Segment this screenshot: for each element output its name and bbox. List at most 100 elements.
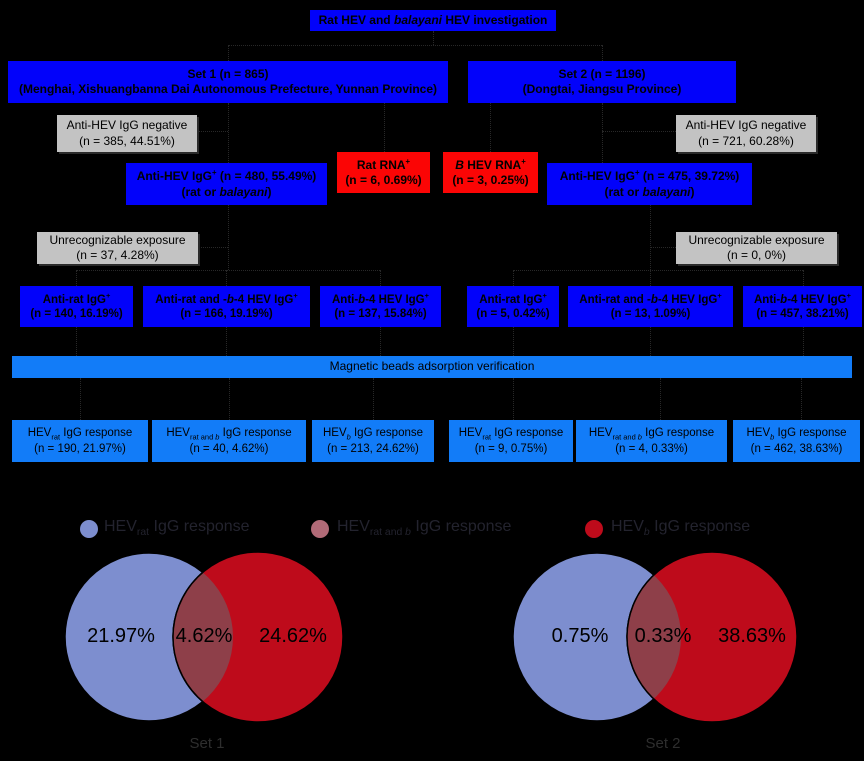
rat-rna-line2: (n = 6, 0.69%) xyxy=(345,173,422,187)
connector-line xyxy=(373,378,374,420)
connector-line xyxy=(380,327,381,356)
serotype-line1: Anti-rat IgG+ xyxy=(479,290,547,306)
venn2-left-pct: 0.75% xyxy=(551,625,609,647)
serotype-line1: Anti-rat and -b-4 HEV IgG+ xyxy=(155,290,298,306)
connector-line xyxy=(80,378,81,420)
serotype-box: Anti-rat IgG+ (n = 5, 0.42%) xyxy=(467,286,559,327)
serotype-line2: (n = 13, 1.09%) xyxy=(610,308,691,321)
connector-line xyxy=(650,327,651,356)
igg-positive-right-line2: (rat or balayani) xyxy=(604,184,695,199)
response-line2: (n = 4, 0.33%) xyxy=(615,442,688,455)
connector-line xyxy=(228,205,229,270)
figure-title: Rat HEV and balayani HEV investigation xyxy=(318,12,548,27)
response-box: HEVrat IgG response (n = 9, 0.75%) xyxy=(449,420,573,462)
igg-positive-right-line1: Anti-HEV IgG+ (n = 475, 39.72%) xyxy=(559,168,740,184)
connector-line xyxy=(602,103,603,163)
rat-rna-box: Rat RNA+ (n = 6, 0.69%) xyxy=(337,152,430,193)
response-box: HEVrat IgG response (n = 190, 21.97%) xyxy=(12,420,148,462)
venn1-overlap xyxy=(172,553,233,721)
venn1-caption: Set 1 xyxy=(189,735,225,752)
serotype-box: Anti-b-4 HEV IgG+ (n = 457, 38.21%) xyxy=(743,286,862,327)
connector-line xyxy=(650,270,651,286)
connector-line xyxy=(803,270,804,286)
set2-box: Set 2 (n = 1196) (Dongtai, Jiangsu Provi… xyxy=(468,61,736,103)
response-box: HEVb IgG response (n = 462, 38.63%) xyxy=(733,420,860,462)
response-line1: HEVrat and b IgG response xyxy=(588,426,715,442)
connector-line xyxy=(384,103,385,152)
legend-label-rat-and-b: HEVrat and b IgG response xyxy=(337,518,512,539)
serotype-line2: (n = 137, 15.84%) xyxy=(334,308,427,321)
response-box: HEVrat and b IgG response (n = 40, 4.62%… xyxy=(152,420,306,462)
venn1-right-pct: 24.62% xyxy=(259,625,327,647)
response-box: HEVrat and b IgG response (n = 4, 0.33%) xyxy=(576,420,727,462)
connector-line xyxy=(602,45,603,61)
igg-positive-left-box: Anti-HEV IgG+ (n = 480, 55.49%) (rat or … xyxy=(126,163,327,205)
response-line2: (n = 40, 4.62%) xyxy=(189,442,269,455)
connector-line xyxy=(198,247,228,248)
b-hev-rna-line1: B HEV RNA+ xyxy=(455,156,526,172)
serotype-line2: (n = 166, 19.19%) xyxy=(180,308,273,321)
venn-legend: HEVrat IgG response HEVrat and b IgG res… xyxy=(0,511,864,543)
set1-line1: Set 1 (n = 865) xyxy=(187,66,269,81)
serotype-box: Anti-b-4 HEV IgG+ (n = 137, 15.84%) xyxy=(320,286,441,327)
igg-positive-left-line2: (rat or balayani) xyxy=(181,184,272,199)
venn2-overlap-pct: 0.33% xyxy=(634,625,692,647)
b-hev-rna-line2: (n = 3, 0.25%) xyxy=(452,173,529,187)
connector-line xyxy=(660,378,661,420)
serotype-line2: (n = 5, 0.42%) xyxy=(476,308,550,321)
unrecognizable-right-line1: Unrecognizable exposure xyxy=(688,232,825,247)
legend-label-b: HEVb IgG response xyxy=(611,518,751,539)
connector-line xyxy=(228,45,602,46)
response-line1: HEVrat IgG response xyxy=(458,426,564,442)
serotype-line1: Anti-rat IgG+ xyxy=(42,290,111,306)
response-box: HEVb IgG response (n = 213, 24.62%) xyxy=(312,420,434,462)
legend-dot-rat-and-b-icon xyxy=(311,520,329,538)
connector-line xyxy=(490,103,491,152)
venn1-left-pct: 21.97% xyxy=(87,625,155,647)
serotype-line2: (n = 457, 38.21%) xyxy=(756,308,849,321)
connector-line xyxy=(602,131,676,132)
response-line2: (n = 190, 21.97%) xyxy=(34,442,126,455)
rat-rna-line1: Rat RNA+ xyxy=(356,156,411,172)
unrecognizable-right-line2: (n = 0, 0%) xyxy=(726,248,787,262)
igg-negative-left-line2: (n = 385, 44.51%) xyxy=(79,133,175,148)
legend-label-rat: HEVrat IgG response xyxy=(104,518,250,539)
response-line1: HEVrat and b IgG response xyxy=(166,426,292,442)
response-line1: HEVrat IgG response xyxy=(27,426,133,442)
venn2-right-pct: 38.63% xyxy=(718,625,786,647)
set2-line1: Set 2 (n = 1196) xyxy=(558,66,646,81)
serotype-box: Anti-rat and -b-4 HEV IgG+ (n = 166, 19.… xyxy=(143,286,310,327)
set1-line2: (Menghai, Xishuangbanna Dai Autonomous P… xyxy=(18,82,438,96)
connector-line xyxy=(803,327,804,356)
unrecognizable-right-box: Unrecognizable exposure (n = 0, 0%) xyxy=(676,232,837,264)
magnetic-beads-label: Magnetic beads adsorption verification xyxy=(329,359,535,374)
response-line2: (n = 213, 24.62%) xyxy=(327,442,419,455)
response-line1: HEVb IgG response xyxy=(322,426,424,442)
response-line1: HEVb IgG response xyxy=(746,426,847,442)
connector-line xyxy=(433,31,434,45)
response-line2: (n = 462, 38.63%) xyxy=(750,442,843,455)
serotype-line1: Anti-rat and -b-4 HEV IgG+ xyxy=(579,290,722,306)
connector-line xyxy=(76,270,380,271)
venn1-overlap-pct: 4.62% xyxy=(175,625,233,647)
igg-negative-right-line2: (n = 721, 60.28%) xyxy=(698,133,794,148)
igg-negative-right-line1: Anti-HEV IgG negative xyxy=(685,118,807,133)
serotype-box: Anti-rat IgG+ (n = 140, 16.19%) xyxy=(20,286,133,327)
connector-line xyxy=(801,378,802,420)
connector-line xyxy=(226,270,227,286)
serotype-line2: (n = 140, 16.19%) xyxy=(30,308,123,321)
set2-line2: (Dongtai, Jiangsu Province) xyxy=(522,82,682,96)
legend-dot-rat-icon xyxy=(80,520,98,538)
connector-line xyxy=(76,327,77,356)
connector-line xyxy=(380,270,381,286)
igg-negative-left-box: Anti-HEV IgG negative (n = 385, 44.51%) xyxy=(57,115,197,152)
connector-line xyxy=(228,103,229,163)
venn2-caption: Set 2 xyxy=(645,735,681,752)
connector-line xyxy=(650,247,676,248)
igg-positive-right-box: Anti-HEV IgG+ (n = 475, 39.72%) (rat or … xyxy=(547,163,752,205)
connector-line xyxy=(76,270,77,286)
b-hev-rna-box: B HEV RNA+ (n = 3, 0.25%) xyxy=(443,152,538,193)
connector-line xyxy=(513,327,514,356)
connector-line xyxy=(226,327,227,356)
